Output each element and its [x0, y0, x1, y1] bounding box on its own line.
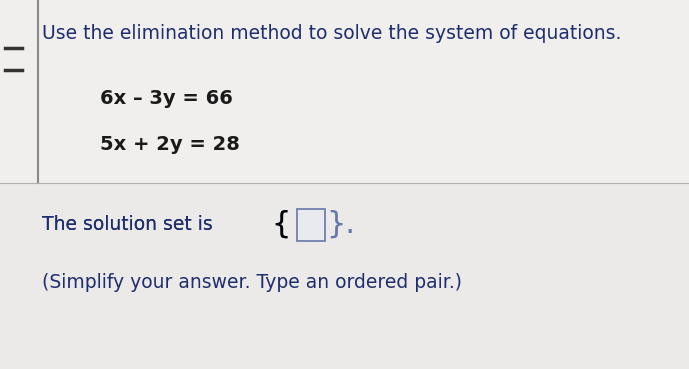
Text: {: {	[271, 210, 291, 239]
Text: Use the elimination method to solve the system of equations.: Use the elimination method to solve the …	[42, 24, 621, 43]
Text: (Simplify your answer. Type an ordered pair.): (Simplify your answer. Type an ordered p…	[42, 273, 462, 292]
Text: The solution set is: The solution set is	[42, 215, 218, 234]
Text: {: {	[271, 210, 291, 239]
Text: The solution set is: The solution set is	[42, 215, 218, 234]
Text: }.: }.	[326, 210, 355, 239]
Bar	[0, 183, 689, 369]
Text: 5x + 2y = 28: 5x + 2y = 28	[100, 135, 240, 154]
Bar	[0, 0, 689, 183]
FancyBboxPatch shape	[297, 208, 325, 241]
Text: 6x – 3y = 66: 6x – 3y = 66	[100, 89, 233, 107]
